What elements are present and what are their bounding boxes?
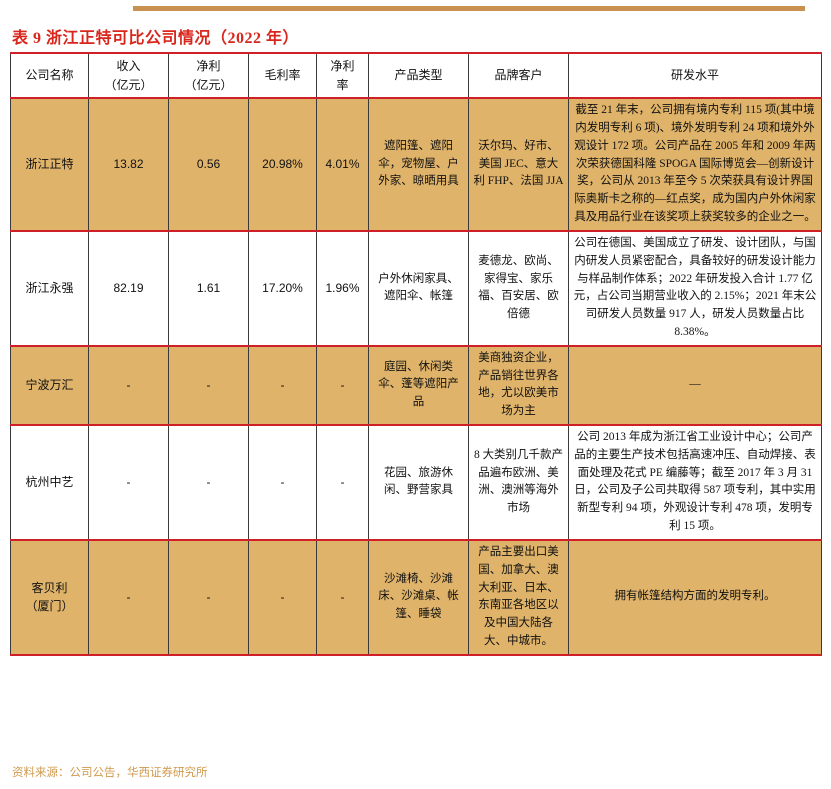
cell-product-type: 户外休闲家具、遮阳伞、帐篷 xyxy=(368,230,469,347)
cell-net-margin: - xyxy=(316,345,369,427)
column-header-gross-margin-label: 毛利率 xyxy=(264,68,301,83)
column-header-revenue: 收入 （亿元） xyxy=(88,51,169,100)
cell-profit: - xyxy=(168,345,249,427)
cell-net-margin: - xyxy=(316,539,369,656)
cell-brand-clients: 沃尔玛、好市、美国 JEC、意大利 FHP、法国 JJA xyxy=(468,98,569,232)
column-header-profit-line1: 净利 xyxy=(196,59,221,73)
cell-product-type: 庭园、休闲类伞、蓬等遮阳产品 xyxy=(368,345,469,427)
column-header-brand-clients-label: 品牌客户 xyxy=(494,68,543,83)
cell-rd-level: — xyxy=(568,345,822,427)
cell-revenue: - xyxy=(88,425,169,541)
cell-rd-level: 截至 21 年末，公司拥有境内专利 115 项(其中境内发明专利 6 项)、境外… xyxy=(568,98,822,232)
cell-gross-margin: - xyxy=(248,539,317,656)
cell-net-margin: 4.01% xyxy=(316,98,369,232)
column-header-rd-level: 研发水平 xyxy=(568,51,822,100)
cell-brand-clients: 麦德龙、欧尚、家得宝、家乐福、百安居、欧倍德 xyxy=(468,230,569,347)
column-header-revenue-line2: （亿元） xyxy=(104,77,153,92)
cell-product-type: 沙滩椅、沙滩床、沙滩桌、帐篷、睡袋 xyxy=(368,539,469,656)
table-header-row: 公司名称 收入 （亿元） 净利 （亿元） 毛利率 净利 xyxy=(10,51,822,100)
column-header-revenue-line1: 收入 xyxy=(116,59,141,73)
column-header-product-type: 产品类型 xyxy=(368,51,469,100)
table-row: 浙江永强 82.19 1.61 17.20% 1.96% 户外休闲家具、遮阳伞、… xyxy=(10,230,822,347)
cell-brand-clients: 产品主要出口美国、加拿大、澳大利亚、日本、东南亚各地区以及中国大陆各大、中城市。 xyxy=(468,539,569,656)
cell-company: 浙江正特 xyxy=(10,98,89,232)
column-header-profit: 净利 （亿元） xyxy=(168,51,249,100)
table-row: 宁波万汇 - - - - 庭园、休闲类伞、蓬等遮阳产品 美商独资企业，产品销往世… xyxy=(10,345,822,427)
cell-gross-margin: - xyxy=(248,345,317,427)
cell-profit: - xyxy=(168,425,249,541)
cell-revenue: - xyxy=(88,539,169,656)
comparable-companies-table-wrapper: 公司名称 收入 （亿元） 净利 （亿元） 毛利率 净利 xyxy=(10,51,822,656)
table-row: 杭州中艺 - - - - 花园、旅游休闲、野营家具 8 大类别几千款产品遍布欧洲… xyxy=(10,425,822,541)
source-note: 资料来源：公司公告，华西证券研究所 xyxy=(12,767,208,779)
table-row: 浙江正特 13.82 0.56 20.98% 4.01% 遮阳篷、遮阳伞，宠物屋… xyxy=(10,98,822,232)
cell-company-line1: 客贝利 xyxy=(31,580,68,595)
cell-revenue: - xyxy=(88,345,169,427)
column-header-company-label: 公司名称 xyxy=(25,68,74,83)
cell-revenue: 13.82 xyxy=(88,98,169,232)
cell-net-margin: - xyxy=(316,425,369,541)
cell-brand-clients: 8 大类别几千款产品遍布欧洲、美洲、澳洲等海外市场 xyxy=(468,425,569,541)
cell-company: 宁波万汇 xyxy=(10,345,89,427)
column-header-product-type-label: 产品类型 xyxy=(394,68,443,83)
cell-company: 客贝利 （厦门） xyxy=(10,539,89,656)
cell-company: 杭州中艺 xyxy=(10,425,89,541)
cell-rd-level: 拥有帐篷结构方面的发明专利。 xyxy=(568,539,822,656)
column-header-net-margin-line1: 净利 xyxy=(330,59,355,73)
cell-product-type: 花园、旅游休闲、野营家具 xyxy=(368,425,469,541)
cell-profit: 1.61 xyxy=(168,230,249,347)
cell-brand-clients: 美商独资企业，产品销往世界各地，尤以欧美市场为主 xyxy=(468,345,569,427)
cell-rd-level: 公司 2013 年成为浙江省工业设计中心；公司产品的主要生产技术包括高速冲压、自… xyxy=(568,425,822,541)
column-header-profit-line2: （亿元） xyxy=(184,77,233,92)
cell-company-line2: （厦门） xyxy=(25,599,74,614)
column-header-net-margin-line2: 率 xyxy=(336,77,349,92)
column-header-net-margin: 净利 率 xyxy=(316,51,369,100)
cell-gross-margin: - xyxy=(248,425,317,541)
cell-rd-level: 公司在德国、美国成立了研发、设计团队，与国内研发人员紧密配合，具备较好的研发设计… xyxy=(568,230,822,347)
cell-gross-margin: 17.20% xyxy=(248,230,317,347)
column-header-company: 公司名称 xyxy=(10,51,89,100)
cell-profit: - xyxy=(168,539,249,656)
cell-profit: 0.56 xyxy=(168,98,249,232)
column-header-brand-clients: 品牌客户 xyxy=(468,51,569,100)
top-decorative-rule xyxy=(133,6,805,11)
comparable-companies-table: 公司名称 收入 （亿元） 净利 （亿元） 毛利率 净利 xyxy=(10,51,822,656)
cell-net-margin: 1.96% xyxy=(316,230,369,347)
cell-product-type: 遮阳篷、遮阳伞，宠物屋、户外家、晾晒用具 xyxy=(368,98,469,232)
cell-gross-margin: 20.98% xyxy=(248,98,317,232)
column-header-rd-level-label: 研发水平 xyxy=(670,68,719,83)
cell-company: 浙江永强 xyxy=(10,230,89,347)
table-row: 客贝利 （厦门） - - - - 沙滩椅、沙滩床、沙滩桌、帐篷、睡袋 产品主要出… xyxy=(10,539,822,656)
table-caption: 表 9 浙江正特可比公司情况（2022 年） xyxy=(12,30,300,47)
column-header-gross-margin: 毛利率 xyxy=(248,51,317,100)
cell-revenue: 82.19 xyxy=(88,230,169,347)
